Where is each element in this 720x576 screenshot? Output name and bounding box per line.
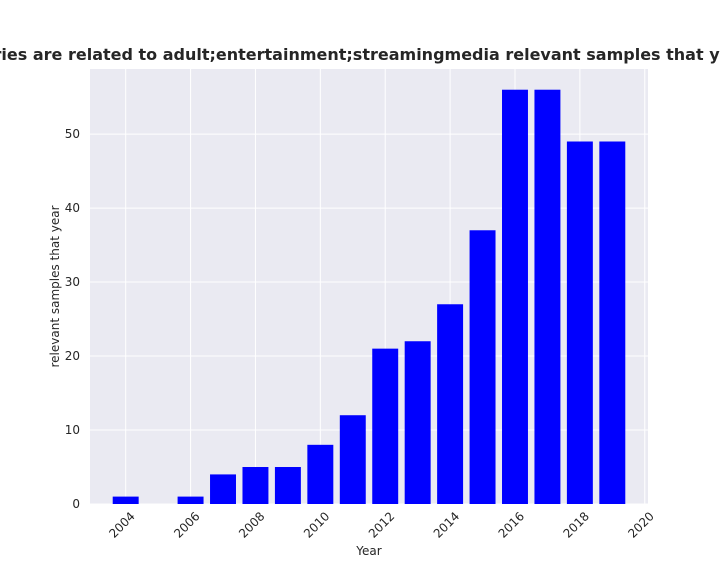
x-tick-label: 2008 — [236, 509, 267, 540]
x-tick-labels: 2004 2006 2008 2010 2012 2014 2016 2018 2020 — [106, 509, 657, 540]
bars — [112, 89, 626, 504]
chart-title: Number of repositories are related to ad… — [0, 45, 720, 64]
y-tick-labels: 0 10 20 30 40 50 — [65, 127, 80, 511]
bar — [177, 496, 204, 504]
x-tick-label: 2016 — [496, 509, 527, 540]
bar — [274, 467, 301, 504]
chart-title-container: Number of repositories are related to ad… — [0, 45, 720, 71]
y-tick-label: 50 — [65, 127, 80, 141]
y-tick-label: 20 — [65, 349, 80, 363]
bar — [502, 89, 528, 504]
bar — [469, 230, 496, 504]
x-axis-label: Year — [355, 544, 381, 558]
bar — [307, 444, 334, 504]
bar — [437, 304, 464, 504]
bar — [599, 141, 626, 504]
bar — [566, 141, 593, 504]
x-tick-label: 2004 — [106, 509, 137, 540]
y-tick-label: 30 — [65, 275, 80, 289]
y-tick-label: 40 — [65, 201, 80, 215]
y-tick-label: 0 — [72, 497, 80, 511]
x-tick-label: 2020 — [625, 509, 656, 540]
bar — [112, 496, 139, 504]
bar — [210, 474, 236, 504]
x-tick-label: 2018 — [560, 509, 591, 540]
bar — [242, 467, 269, 504]
bar — [339, 415, 366, 504]
x-tick-label: 2012 — [366, 509, 397, 540]
x-tick-label: 2010 — [301, 509, 332, 540]
bar — [372, 348, 399, 504]
x-tick-label: 2006 — [171, 509, 202, 540]
y-tick-label: 10 — [65, 423, 80, 437]
x-tick-label: 2014 — [431, 509, 462, 540]
bar — [534, 89, 561, 504]
y-axis-label: relevant samples that year — [48, 205, 62, 367]
bar — [404, 341, 431, 504]
